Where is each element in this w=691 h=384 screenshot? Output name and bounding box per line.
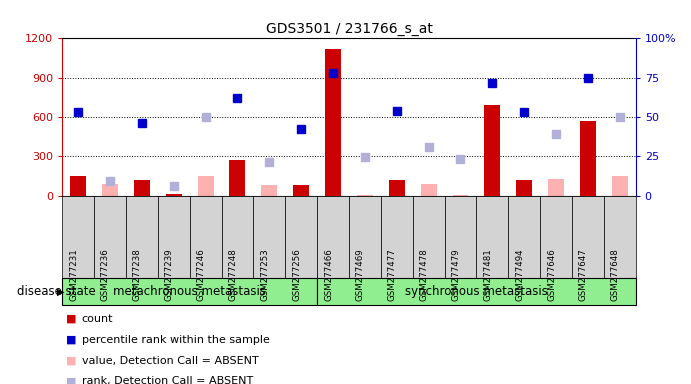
Text: ■: ■ — [66, 335, 76, 345]
Text: GSM277469: GSM277469 — [356, 248, 365, 301]
Text: GSM277239: GSM277239 — [164, 248, 173, 301]
Bar — [229, 161, 245, 196]
Bar — [389, 180, 405, 196]
Bar — [198, 175, 214, 196]
Text: GSM277248: GSM277248 — [229, 248, 238, 301]
Bar — [612, 175, 627, 196]
Title: GDS3501 / 231766_s_at: GDS3501 / 231766_s_at — [265, 22, 433, 36]
Bar — [516, 180, 532, 196]
Text: count: count — [82, 314, 113, 324]
Text: GSM277481: GSM277481 — [483, 248, 493, 301]
Text: percentile rank within the sample: percentile rank within the sample — [82, 335, 269, 345]
Text: GSM277647: GSM277647 — [579, 248, 588, 301]
Text: GSM277477: GSM277477 — [388, 248, 397, 301]
Text: GSM277466: GSM277466 — [324, 248, 333, 301]
Bar — [548, 179, 564, 196]
Text: GSM277648: GSM277648 — [611, 248, 620, 301]
Text: ■: ■ — [66, 314, 76, 324]
Bar — [325, 49, 341, 196]
Bar — [134, 180, 150, 196]
Text: rank, Detection Call = ABSENT: rank, Detection Call = ABSENT — [82, 376, 253, 384]
Text: ■: ■ — [66, 376, 76, 384]
Bar — [102, 184, 118, 196]
Text: GSM277238: GSM277238 — [133, 248, 142, 301]
Bar — [70, 175, 86, 196]
Text: GSM277256: GSM277256 — [292, 248, 301, 301]
Bar — [357, 195, 373, 196]
Text: GSM277231: GSM277231 — [69, 248, 78, 301]
Bar — [453, 195, 468, 196]
Text: GSM277236: GSM277236 — [101, 248, 110, 301]
Text: value, Detection Call = ABSENT: value, Detection Call = ABSENT — [82, 356, 258, 366]
Text: GSM277479: GSM277479 — [451, 248, 460, 301]
Text: synchronous metastasis: synchronous metastasis — [405, 285, 548, 298]
Text: GSM277494: GSM277494 — [515, 248, 524, 301]
Text: GSM277246: GSM277246 — [196, 248, 206, 301]
Bar — [421, 184, 437, 196]
Bar — [261, 185, 277, 196]
Bar — [166, 194, 182, 196]
Bar — [293, 185, 309, 196]
Bar — [484, 105, 500, 196]
Text: GSM277253: GSM277253 — [261, 248, 269, 301]
Text: ■: ■ — [66, 356, 76, 366]
Text: metachronous metastasis: metachronous metastasis — [113, 285, 266, 298]
Text: disease state: disease state — [17, 285, 96, 298]
Text: GSM277646: GSM277646 — [547, 248, 556, 301]
Text: ▶: ▶ — [57, 286, 65, 296]
Text: GSM277478: GSM277478 — [419, 248, 428, 301]
Bar — [580, 121, 596, 196]
